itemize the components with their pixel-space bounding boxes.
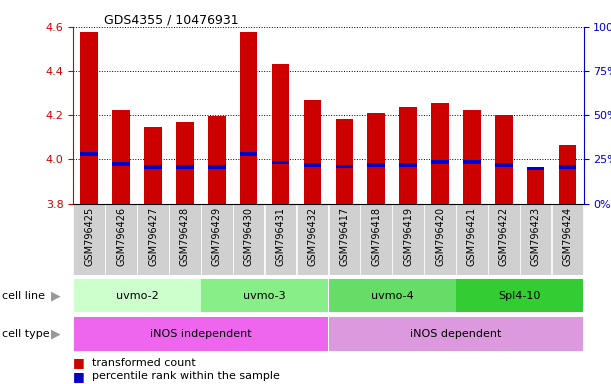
Text: cell type: cell type bbox=[2, 329, 49, 339]
Text: GSM796423: GSM796423 bbox=[531, 207, 541, 266]
Text: GSM796425: GSM796425 bbox=[84, 207, 94, 266]
Bar bbox=[233, 204, 265, 275]
Bar bbox=[527, 169, 544, 204]
Bar bbox=[201, 204, 233, 275]
Bar bbox=[424, 204, 456, 275]
Bar bbox=[335, 165, 353, 168]
Bar bbox=[169, 204, 200, 275]
Bar bbox=[552, 204, 584, 275]
Bar bbox=[208, 166, 225, 169]
Bar bbox=[367, 163, 385, 167]
Text: iNOS independent: iNOS independent bbox=[150, 329, 252, 339]
Bar bbox=[144, 166, 162, 169]
Bar bbox=[463, 110, 481, 204]
Text: GSM796418: GSM796418 bbox=[371, 207, 381, 266]
Text: ■: ■ bbox=[73, 370, 85, 383]
Bar bbox=[74, 279, 200, 312]
Bar bbox=[329, 318, 583, 351]
Text: uvmo-4: uvmo-4 bbox=[371, 291, 414, 301]
Bar bbox=[105, 204, 137, 275]
Bar bbox=[456, 204, 488, 275]
Bar bbox=[431, 103, 449, 204]
Bar bbox=[208, 116, 225, 204]
Bar bbox=[240, 32, 257, 204]
Text: GSM796430: GSM796430 bbox=[244, 207, 254, 266]
Bar bbox=[367, 113, 385, 204]
Bar bbox=[272, 161, 290, 164]
Bar bbox=[240, 152, 257, 156]
Bar bbox=[265, 204, 296, 275]
Text: GSM796420: GSM796420 bbox=[435, 207, 445, 266]
Text: GSM796417: GSM796417 bbox=[339, 207, 349, 266]
Text: iNOS dependent: iNOS dependent bbox=[410, 329, 502, 339]
Bar bbox=[74, 318, 328, 351]
Bar bbox=[527, 167, 544, 170]
Bar bbox=[456, 279, 583, 312]
Bar bbox=[463, 160, 481, 164]
Text: ▶: ▶ bbox=[51, 328, 60, 341]
Bar bbox=[488, 204, 519, 275]
Text: ■: ■ bbox=[73, 356, 85, 369]
Bar bbox=[144, 127, 162, 204]
Text: GSM796432: GSM796432 bbox=[307, 207, 318, 266]
Bar bbox=[112, 162, 130, 166]
Text: uvmo-2: uvmo-2 bbox=[115, 291, 158, 301]
Bar bbox=[400, 108, 417, 204]
Bar bbox=[431, 160, 449, 164]
Bar bbox=[329, 279, 456, 312]
Bar bbox=[201, 279, 328, 312]
Text: GSM796429: GSM796429 bbox=[212, 207, 222, 266]
Text: GSM796424: GSM796424 bbox=[563, 207, 573, 266]
Text: GSM796422: GSM796422 bbox=[499, 207, 509, 266]
Text: GSM796421: GSM796421 bbox=[467, 207, 477, 266]
Text: GSM796428: GSM796428 bbox=[180, 207, 190, 266]
Bar bbox=[495, 115, 513, 204]
Bar bbox=[559, 166, 576, 169]
Bar bbox=[137, 204, 169, 275]
Text: GSM796426: GSM796426 bbox=[116, 207, 126, 266]
Bar bbox=[304, 100, 321, 204]
Bar bbox=[272, 65, 290, 204]
Bar bbox=[329, 204, 360, 275]
Bar bbox=[176, 122, 194, 204]
Text: GSM796427: GSM796427 bbox=[148, 207, 158, 266]
Text: GSM796431: GSM796431 bbox=[276, 207, 285, 266]
Bar bbox=[176, 166, 194, 169]
Bar bbox=[392, 204, 424, 275]
Bar bbox=[495, 163, 513, 167]
Bar bbox=[304, 163, 321, 167]
Bar bbox=[297, 204, 328, 275]
Text: GSM796419: GSM796419 bbox=[403, 207, 413, 266]
Bar bbox=[360, 204, 392, 275]
Text: Spl4-10: Spl4-10 bbox=[499, 291, 541, 301]
Bar bbox=[335, 119, 353, 204]
Bar bbox=[520, 204, 552, 275]
Bar bbox=[73, 204, 105, 275]
Text: transformed count: transformed count bbox=[92, 358, 196, 368]
Bar bbox=[81, 32, 98, 204]
Text: GDS4355 / 10476931: GDS4355 / 10476931 bbox=[104, 13, 238, 26]
Text: uvmo-3: uvmo-3 bbox=[243, 291, 286, 301]
Bar bbox=[81, 152, 98, 156]
Text: cell line: cell line bbox=[2, 291, 45, 301]
Bar bbox=[400, 163, 417, 167]
Bar bbox=[559, 145, 576, 204]
Text: ▶: ▶ bbox=[51, 289, 60, 302]
Text: percentile rank within the sample: percentile rank within the sample bbox=[92, 371, 279, 381]
Bar bbox=[112, 110, 130, 204]
